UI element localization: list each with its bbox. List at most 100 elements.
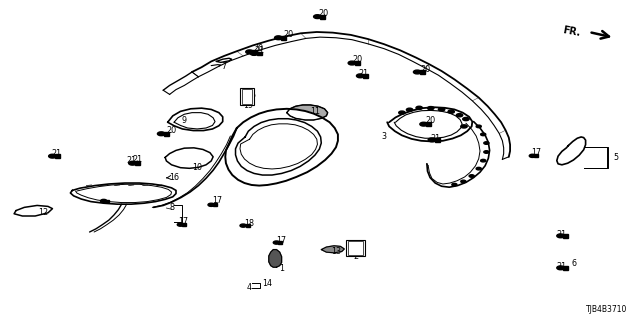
Text: 20: 20 bbox=[318, 9, 328, 18]
Circle shape bbox=[428, 107, 434, 110]
Text: 21: 21 bbox=[358, 69, 369, 78]
Text: 4: 4 bbox=[247, 284, 252, 292]
Circle shape bbox=[463, 117, 469, 121]
Bar bbox=[363, 74, 368, 78]
Circle shape bbox=[529, 154, 536, 157]
Text: 18: 18 bbox=[244, 219, 255, 228]
Text: 20: 20 bbox=[352, 55, 362, 64]
Polygon shape bbox=[70, 183, 176, 204]
Circle shape bbox=[240, 224, 246, 227]
Text: 17: 17 bbox=[531, 148, 541, 157]
Circle shape bbox=[177, 223, 184, 226]
Circle shape bbox=[399, 111, 405, 114]
Text: 20: 20 bbox=[283, 30, 293, 39]
Text: 7: 7 bbox=[221, 62, 227, 71]
Bar bbox=[106, 200, 109, 203]
Circle shape bbox=[413, 70, 421, 74]
Polygon shape bbox=[387, 107, 472, 141]
Text: 17: 17 bbox=[212, 196, 223, 205]
Text: 8: 8 bbox=[169, 203, 174, 212]
Text: 10: 10 bbox=[192, 163, 202, 172]
Bar bbox=[348, 241, 363, 255]
Circle shape bbox=[275, 36, 282, 40]
Circle shape bbox=[557, 266, 564, 270]
Text: 21: 21 bbox=[132, 155, 143, 164]
Polygon shape bbox=[14, 205, 52, 216]
Circle shape bbox=[49, 154, 56, 158]
Bar bbox=[346, 240, 365, 256]
Circle shape bbox=[476, 125, 481, 128]
Text: 20: 20 bbox=[166, 126, 177, 135]
Text: 21: 21 bbox=[126, 156, 136, 165]
Circle shape bbox=[356, 74, 364, 78]
Text: 21: 21 bbox=[557, 230, 567, 239]
Text: 1: 1 bbox=[279, 264, 284, 273]
Text: 15: 15 bbox=[246, 91, 257, 100]
Circle shape bbox=[484, 151, 489, 153]
Text: 21: 21 bbox=[557, 262, 567, 271]
Bar bbox=[182, 223, 186, 226]
Bar bbox=[420, 70, 425, 74]
Circle shape bbox=[348, 61, 356, 65]
Bar bbox=[435, 138, 440, 142]
Bar bbox=[320, 15, 325, 19]
Polygon shape bbox=[236, 119, 321, 175]
Bar bbox=[281, 36, 286, 40]
Bar bbox=[355, 61, 360, 65]
Circle shape bbox=[438, 108, 445, 111]
Polygon shape bbox=[287, 105, 328, 120]
Circle shape bbox=[484, 142, 489, 144]
Polygon shape bbox=[225, 109, 338, 186]
Circle shape bbox=[461, 125, 467, 128]
Bar bbox=[252, 50, 257, 54]
Text: 20: 20 bbox=[420, 65, 431, 74]
Circle shape bbox=[273, 241, 280, 244]
Text: 21: 21 bbox=[51, 149, 61, 158]
Bar bbox=[534, 154, 538, 157]
Bar bbox=[563, 234, 568, 238]
Bar bbox=[246, 224, 250, 227]
Circle shape bbox=[100, 199, 107, 203]
Bar bbox=[240, 88, 254, 105]
Circle shape bbox=[246, 50, 253, 54]
Circle shape bbox=[314, 15, 321, 19]
Text: 19: 19 bbox=[243, 101, 253, 110]
Circle shape bbox=[428, 138, 436, 142]
Text: 21: 21 bbox=[254, 46, 264, 55]
Circle shape bbox=[157, 132, 165, 136]
Circle shape bbox=[250, 52, 258, 55]
Text: 21: 21 bbox=[430, 134, 440, 143]
Circle shape bbox=[456, 114, 463, 117]
Polygon shape bbox=[165, 148, 213, 168]
Text: 17: 17 bbox=[179, 217, 189, 226]
Bar bbox=[563, 266, 568, 270]
Text: 20: 20 bbox=[426, 116, 436, 125]
Circle shape bbox=[452, 183, 457, 186]
Text: 9: 9 bbox=[182, 116, 187, 125]
Text: 5: 5 bbox=[613, 153, 618, 162]
Circle shape bbox=[481, 159, 486, 162]
Text: 6: 6 bbox=[572, 259, 577, 268]
Polygon shape bbox=[321, 246, 344, 253]
Circle shape bbox=[481, 133, 486, 136]
Text: 2: 2 bbox=[353, 252, 358, 261]
Text: 16: 16 bbox=[169, 173, 179, 182]
Circle shape bbox=[469, 175, 474, 177]
Text: 17: 17 bbox=[276, 236, 287, 245]
Polygon shape bbox=[557, 137, 586, 165]
Circle shape bbox=[416, 106, 422, 109]
Text: FR.: FR. bbox=[562, 25, 581, 38]
Bar bbox=[257, 52, 262, 55]
Text: TJB4B3710: TJB4B3710 bbox=[586, 305, 627, 314]
Bar bbox=[164, 132, 169, 136]
Circle shape bbox=[461, 180, 466, 183]
Circle shape bbox=[448, 110, 454, 113]
Text: 12: 12 bbox=[38, 208, 49, 217]
Bar bbox=[278, 241, 282, 244]
Circle shape bbox=[557, 234, 564, 238]
Circle shape bbox=[406, 108, 413, 111]
Text: 3: 3 bbox=[381, 132, 387, 141]
Bar bbox=[426, 122, 431, 126]
Bar bbox=[242, 89, 252, 104]
Circle shape bbox=[208, 203, 214, 206]
